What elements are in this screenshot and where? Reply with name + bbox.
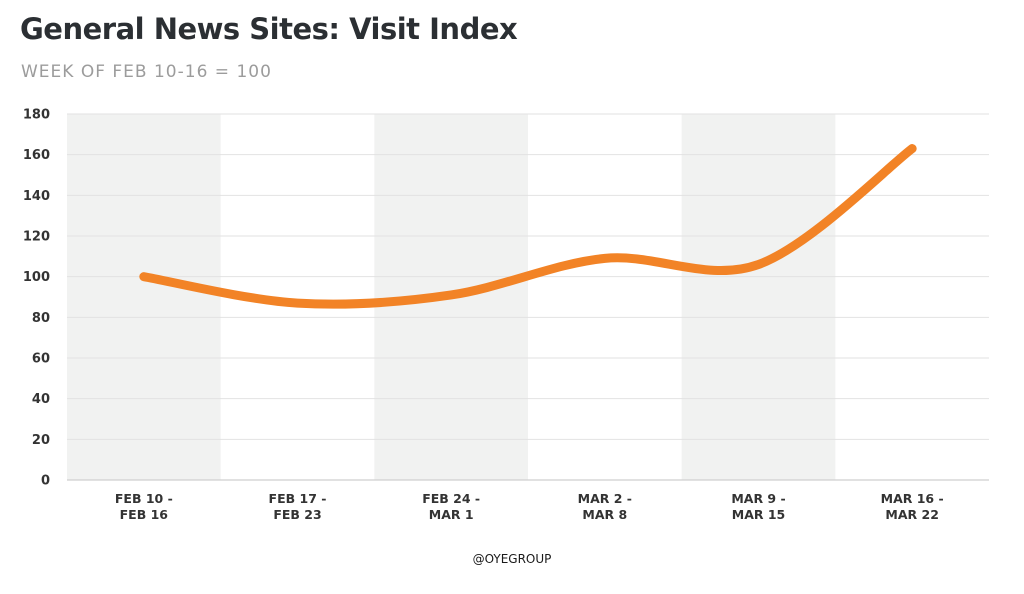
x-tick-label: FEB 10 -FEB 16 xyxy=(115,491,173,522)
credit-text: @OYEGROUP xyxy=(472,552,552,566)
x-tick-label: MAR 16 -MAR 22 xyxy=(881,491,944,522)
y-tick-label: 180 xyxy=(23,108,50,123)
column-bands xyxy=(67,114,836,480)
y-axis-ticks: 0 20 40 60 80 100 120 140 160 180 xyxy=(23,108,50,489)
x-tick-label: MAR 2 -MAR 8 xyxy=(578,491,632,522)
y-tick-label: 0 xyxy=(41,474,50,489)
chart-title: General News Sites: Visit Index xyxy=(20,12,518,46)
column-band xyxy=(681,114,836,480)
y-tick-label: 80 xyxy=(32,311,50,326)
y-tick-label: 60 xyxy=(32,352,50,367)
y-tick-label: 160 xyxy=(23,148,50,163)
y-tick-label: 140 xyxy=(23,189,50,204)
x-axis-ticks: FEB 10 -FEB 16 FEB 17 -FEB 23 FEB 24 -MAR … xyxy=(115,491,944,522)
column-band xyxy=(67,114,221,480)
series-line xyxy=(139,144,917,309)
y-tick-label: 20 xyxy=(32,433,50,448)
y-tick-label: 120 xyxy=(23,230,50,245)
x-tick-label: FEB 17 -FEB 23 xyxy=(269,491,327,522)
chart-subtitle: WEEK OF FEB 10-16 = 100 xyxy=(21,62,272,82)
x-tick-label: MAR 9 -MAR 15 xyxy=(731,491,785,522)
series-group xyxy=(139,144,917,309)
y-tick-label: 100 xyxy=(23,270,50,285)
x-tick-label: FEB 24 -MAR 1 xyxy=(422,491,480,522)
y-tick-label: 40 xyxy=(32,392,50,407)
gridlines xyxy=(67,113,989,481)
